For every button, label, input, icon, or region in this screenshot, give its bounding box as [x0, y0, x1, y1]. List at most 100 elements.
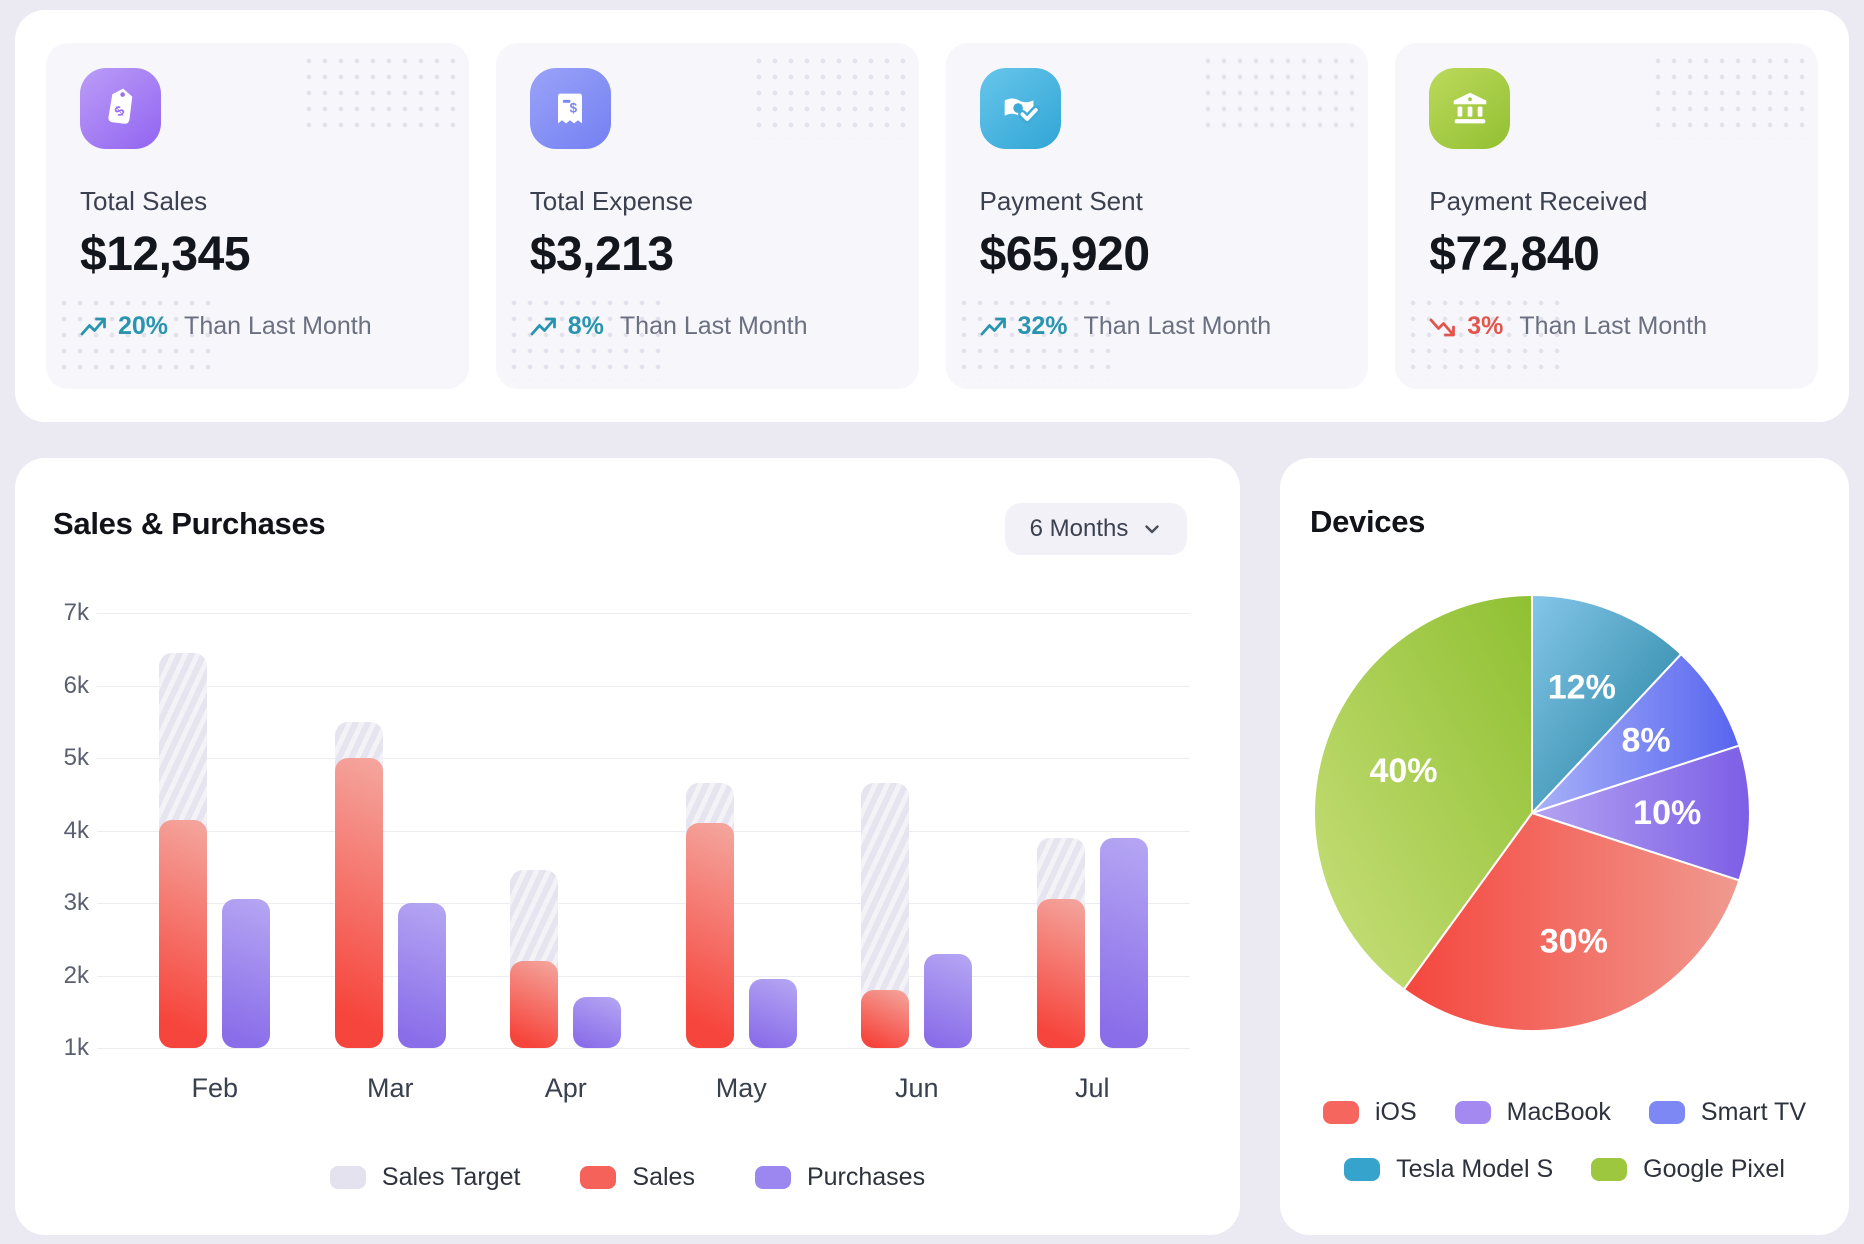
legend-label: Smart TV	[1700, 1098, 1807, 1126]
purchases-bar	[748, 979, 797, 1048]
legend-swatch	[1454, 1101, 1491, 1124]
legend-label: Tesla Model S	[1396, 1155, 1554, 1183]
legend-swatch	[329, 1166, 366, 1189]
legend-swatch	[754, 1166, 791, 1189]
period-selector[interactable]: 6 Months	[1005, 503, 1187, 555]
trend-percent: 3%	[1467, 312, 1504, 340]
trend-percent: 8%	[567, 312, 604, 340]
gridline	[97, 613, 1190, 614]
trend-percent: 20%	[118, 312, 169, 340]
stat-card-total-expense: $ Total Expense $3,213 8% Than Last Mont…	[495, 43, 919, 389]
x-axis-label: May	[715, 1073, 767, 1103]
y-axis-tick: 7k	[63, 599, 89, 626]
sales-bar	[159, 820, 208, 1048]
bar-group-may	[654, 613, 830, 1048]
purchases-bar	[924, 954, 973, 1048]
pie-slice-smart-tv	[1531, 653, 1741, 814]
stat-card-payment-sent: Payment Sent $65,920 32% Than Last Month	[945, 43, 1369, 389]
y-axis-tick: 3k	[63, 889, 89, 916]
bar-chart-y-axis: 7k 6k 5k 4k 3k 2k 1k	[45, 599, 89, 1061]
sales-bar	[685, 823, 734, 1048]
cash-check-icon	[979, 68, 1061, 149]
pie-slice-tesla-model-s	[1531, 594, 1683, 814]
chevron-down-icon	[1145, 525, 1160, 534]
x-axis-label: Apr	[544, 1073, 587, 1103]
pie-slice-google-pixel	[1312, 594, 1533, 991]
legend-label: MacBook	[1506, 1098, 1611, 1126]
stat-card-payment-received: Payment Received $72,840 3% Than Last Mo…	[1395, 43, 1818, 389]
gridline	[97, 903, 1190, 904]
bar-chart-x-axis: Feb Mar Apr May Jun Jul	[97, 1073, 1190, 1104]
trend-up-icon	[980, 317, 1006, 335]
bars-layer	[97, 613, 1190, 1048]
bar-group-mar	[303, 613, 479, 1048]
stats-container: $ Total Sales $12,345 20% Than Last Mont…	[15, 10, 1849, 422]
stat-value: $65,920	[979, 228, 1151, 281]
legend-label: Sales	[632, 1163, 695, 1191]
gridline	[97, 686, 1190, 687]
legend-item-sales: Sales	[580, 1163, 695, 1192]
y-axis-tick: 4k	[63, 817, 89, 844]
stat-label: Total Expense	[529, 186, 694, 216]
sales-target-bar	[159, 653, 208, 1048]
svg-text:$: $	[570, 100, 578, 115]
bar-group-apr	[478, 613, 654, 1048]
x-axis-label: Mar	[367, 1073, 414, 1103]
trend-suffix: Than Last Month	[184, 312, 372, 340]
purchases-bar	[1099, 838, 1148, 1048]
legend-item-sales-target: Sales Target	[329, 1163, 521, 1192]
bar-plot	[97, 613, 1190, 1049]
sales-purchases-panel: Sales & Purchases 6 Months 7k 6k 5k 4k 3k 2k 1…	[15, 458, 1240, 1235]
gridline	[97, 976, 1190, 977]
y-axis-tick: 2k	[63, 962, 89, 989]
pie-slice-label: 40%	[1369, 752, 1437, 790]
legend-label: iOS	[1374, 1098, 1417, 1126]
bank-icon	[1429, 68, 1511, 149]
gridline	[97, 758, 1190, 759]
period-selector-value: 6 Months	[1029, 515, 1129, 542]
tag-icon: $	[80, 68, 161, 149]
sales-bar	[510, 961, 559, 1048]
sales-target-bar	[334, 722, 383, 1048]
legend-item-google-pixel: Google Pixel	[1591, 1155, 1785, 1184]
page-title-devices: Devices	[1310, 504, 1426, 539]
legend-item-smart-tv: Smart TV	[1648, 1098, 1807, 1127]
legend-label: Google Pixel	[1643, 1155, 1785, 1183]
x-axis-label: Jun	[894, 1073, 939, 1103]
legend-swatch	[1322, 1101, 1359, 1124]
pie-slice-label: 12%	[1548, 668, 1616, 706]
y-axis-tick: 1k	[63, 1034, 89, 1061]
stat-label: Payment Sent	[979, 186, 1143, 216]
trend-row: 8% Than Last Month	[530, 312, 885, 341]
devices-legend-row-2: Tesla Model S Google Pixel	[1280, 1155, 1849, 1184]
pie-slice-macbook	[1531, 744, 1751, 882]
legend-item-ios: iOS	[1322, 1098, 1417, 1127]
sales-bar	[1036, 899, 1085, 1048]
pie-slice-label: 10%	[1633, 794, 1701, 832]
stat-label: Payment Received	[1429, 186, 1648, 216]
legend-swatch	[580, 1166, 617, 1189]
bar-group-jun	[829, 613, 1005, 1048]
trend-up-icon	[80, 317, 106, 335]
legend-item-tesla-model-s: Tesla Model S	[1344, 1155, 1553, 1184]
sales-target-bar	[1036, 838, 1085, 1048]
sales-bar	[334, 758, 383, 1048]
x-axis-label: Feb	[191, 1073, 239, 1103]
legend-label: Sales Target	[381, 1163, 521, 1191]
x-axis-label: Jul	[1074, 1073, 1110, 1103]
trend-row: 3% Than Last Month	[1429, 312, 1784, 341]
legend-item-purchases: Purchases	[754, 1163, 925, 1192]
pie-slice-label: 8%	[1622, 722, 1671, 760]
stat-value: $72,840	[1429, 228, 1600, 281]
trend-percent: 32%	[1017, 312, 1068, 340]
devices-panel: Devices 12% 8% 10% 30% 40% iOS MacBook Smart T…	[1280, 458, 1849, 1235]
y-axis-tick: 6k	[63, 672, 89, 699]
legend-swatch	[1591, 1158, 1628, 1181]
trend-down-icon	[1429, 318, 1456, 336]
bar-chart-legend: Sales Target Sales Purchases	[15, 1163, 1240, 1192]
purchases-bar	[222, 899, 271, 1048]
sales-target-bar	[685, 783, 734, 1048]
receipt-icon: $	[529, 68, 611, 149]
gridline	[97, 1048, 1190, 1049]
